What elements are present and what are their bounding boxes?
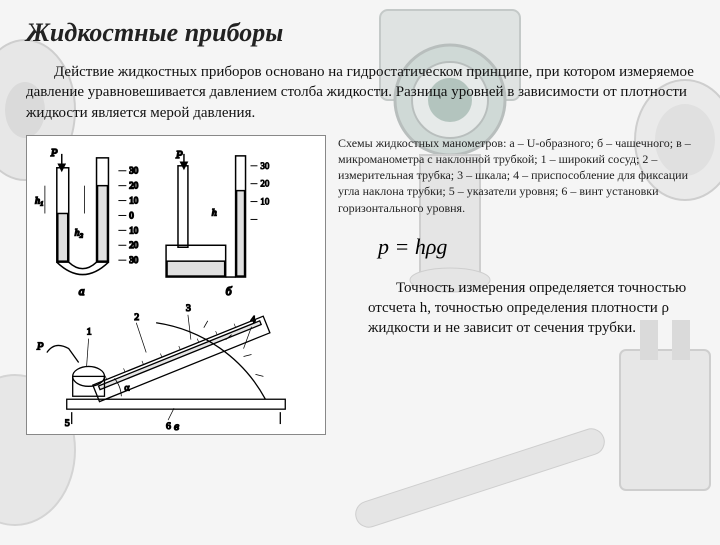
svg-text:б: б bbox=[226, 284, 233, 298]
pressure-formula: p = hρg bbox=[338, 230, 694, 264]
svg-text:2: 2 bbox=[134, 312, 139, 323]
svg-text:в: в bbox=[174, 419, 179, 433]
svg-text:h₂: h₂ bbox=[75, 227, 84, 238]
svg-text:P: P bbox=[175, 149, 183, 161]
svg-text:P: P bbox=[50, 147, 58, 159]
svg-text:а: а bbox=[79, 284, 85, 298]
svg-text:1: 1 bbox=[87, 326, 92, 337]
svg-text:3: 3 bbox=[186, 303, 191, 314]
svg-text:0: 0 bbox=[129, 210, 134, 220]
svg-text:h₁: h₁ bbox=[35, 195, 43, 206]
intro-paragraph: Действие жидкостных приборов основано на… bbox=[26, 62, 694, 123]
svg-text:20: 20 bbox=[260, 178, 269, 188]
accuracy-paragraph: Точность измерения определяется точность… bbox=[338, 278, 694, 339]
svg-text:30: 30 bbox=[129, 165, 138, 175]
svg-text:5: 5 bbox=[65, 418, 70, 429]
svg-text:h: h bbox=[212, 207, 217, 218]
svg-text:4: 4 bbox=[250, 314, 255, 325]
svg-text:10: 10 bbox=[129, 195, 138, 205]
svg-text:10: 10 bbox=[129, 225, 138, 235]
svg-text:P: P bbox=[36, 340, 44, 352]
svg-text:6: 6 bbox=[166, 421, 171, 432]
svg-text:30: 30 bbox=[260, 161, 269, 171]
schemes-legend: Схемы жидкостных манометров: а – U-образ… bbox=[338, 135, 694, 216]
svg-text:α: α bbox=[124, 382, 129, 393]
diagrams-figure: P bbox=[26, 135, 326, 440]
svg-text:20: 20 bbox=[129, 180, 138, 190]
svg-text:30: 30 bbox=[129, 255, 138, 265]
svg-text:20: 20 bbox=[129, 240, 138, 250]
svg-text:10: 10 bbox=[260, 196, 269, 206]
page-title: Жидкостные приборы bbox=[26, 18, 694, 48]
